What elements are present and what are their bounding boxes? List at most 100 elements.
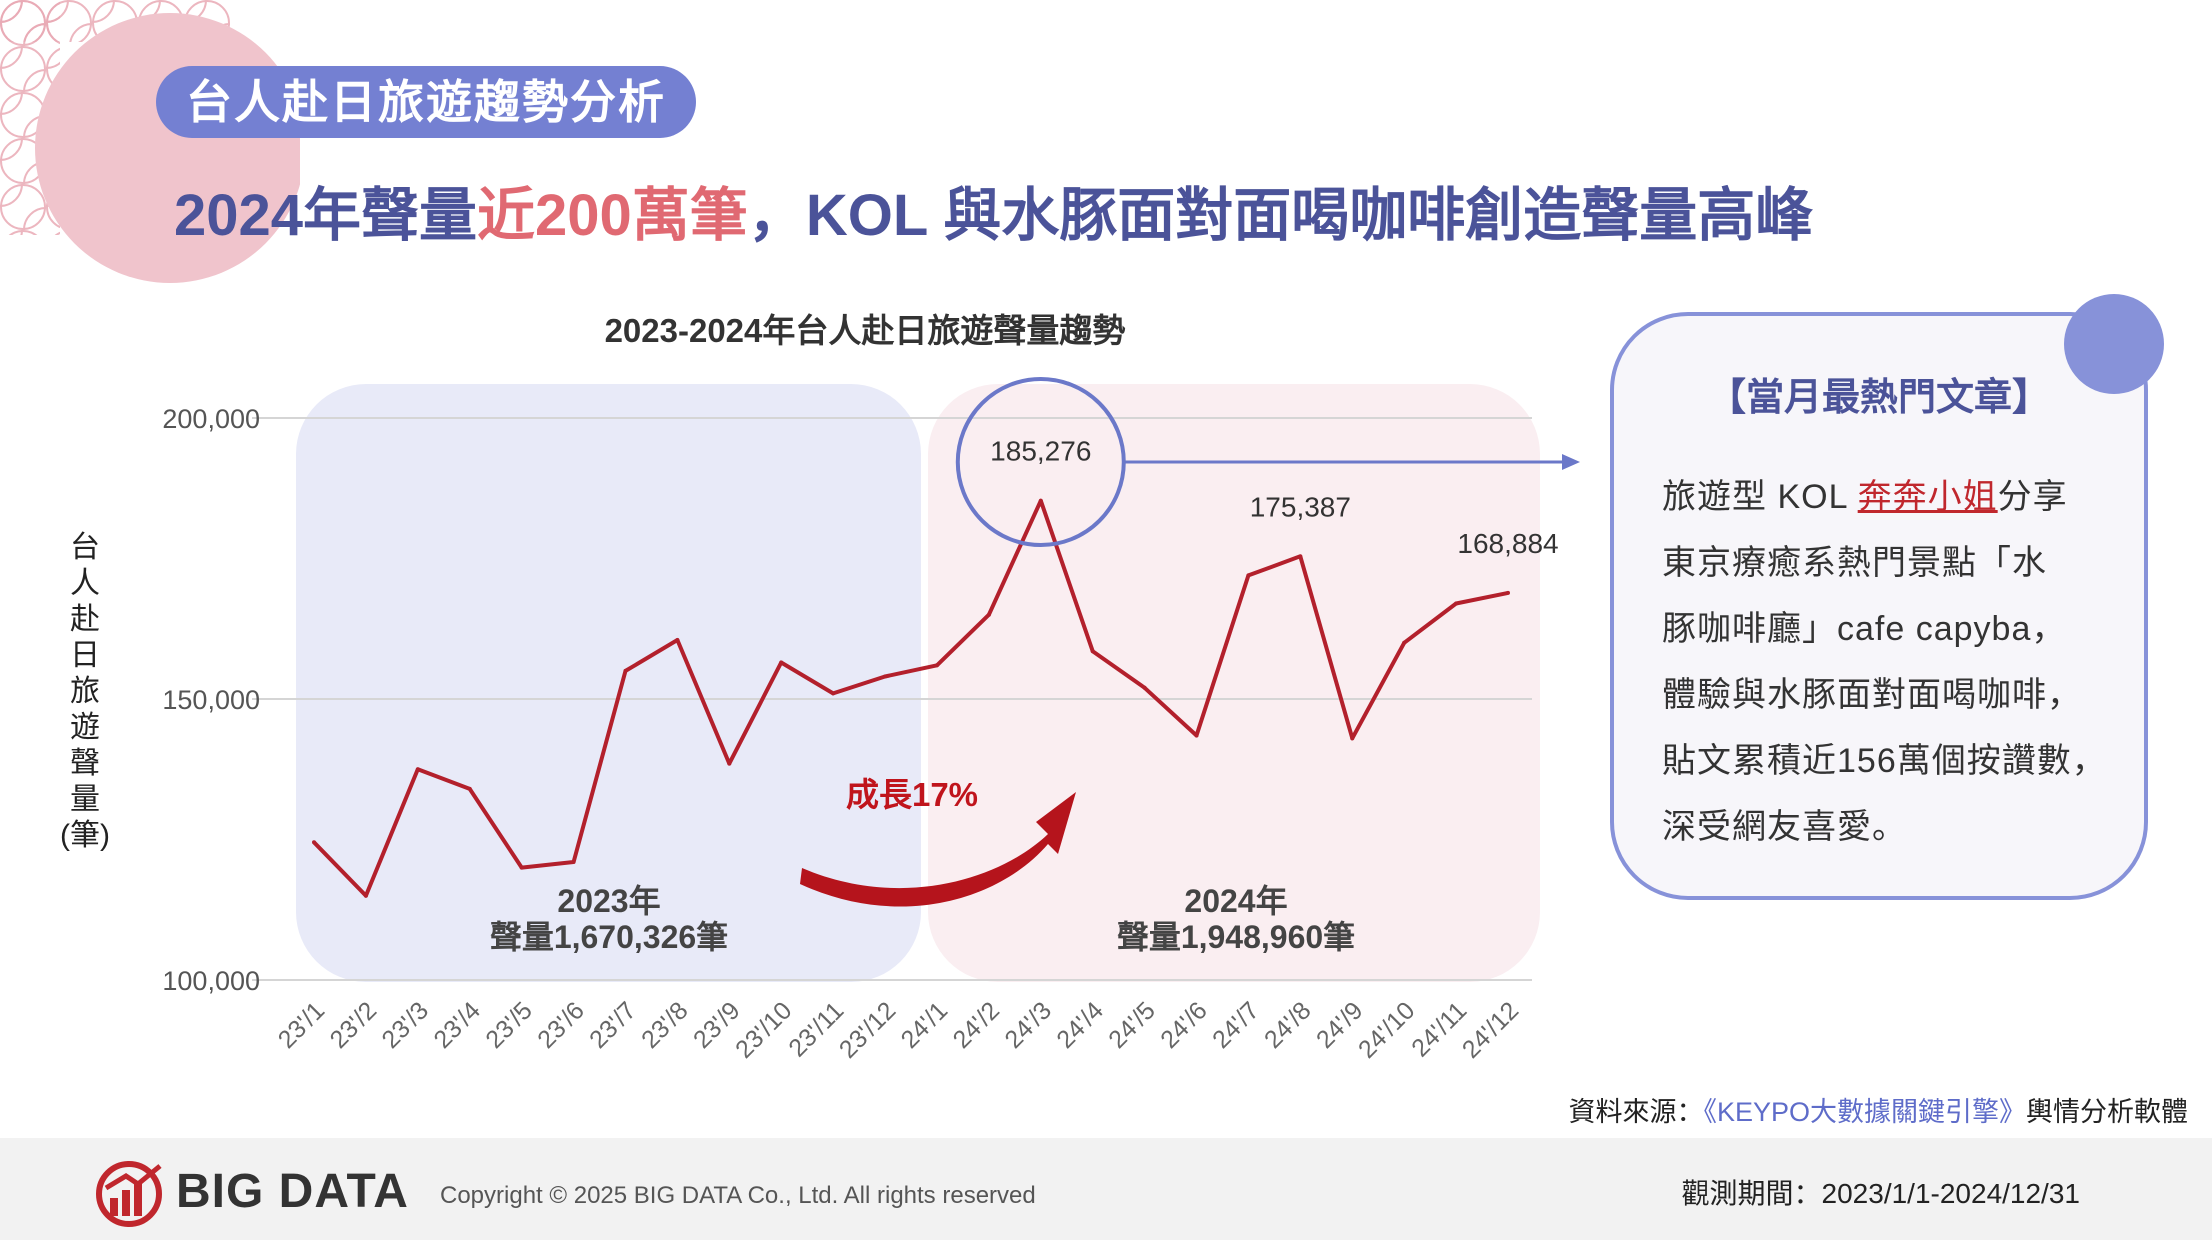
data-point	[986, 612, 991, 617]
card-line: 貼文累積近156萬個按讚數，	[1662, 742, 2107, 780]
series-line	[312, 498, 1509, 898]
data-label: 168,884	[1457, 528, 1558, 559]
data-point	[1402, 640, 1407, 645]
callout-arrowhead	[1562, 454, 1580, 470]
x-tick-label: 23'/2	[325, 996, 383, 1054]
data-point	[1454, 601, 1459, 606]
data-point	[1038, 498, 1043, 503]
data-point	[831, 691, 836, 696]
page-headline: 2024年聲量近200萬筆，KOL 與水豚面對面喝咖啡創造聲量高峰	[174, 168, 1813, 252]
y-axis-label-char: 旅	[70, 675, 100, 708]
y-axis-label-char: 台	[70, 531, 100, 564]
x-tick-label: 23'/12	[834, 996, 901, 1063]
headline-highlight: 近200萬筆	[477, 183, 748, 248]
data-point	[1298, 554, 1303, 559]
growth-label: 成長17%	[846, 776, 978, 813]
series-layer	[312, 498, 1510, 898]
data-point	[1194, 733, 1199, 738]
x-tick-label: 24'/1	[896, 996, 954, 1054]
y-tick-label: 100,000	[162, 966, 260, 996]
x-tick-label: 24'/8	[1259, 996, 1317, 1054]
x-tick-label: 23'/10	[730, 996, 797, 1063]
data-point	[519, 865, 524, 870]
brand-name: BIG DATA	[176, 1165, 409, 1218]
data-point	[415, 767, 420, 772]
card-body: 旅遊型 KOL 奔奔小姐分享 東京療癒系熱門景點「水 豚咖啡廳」cafe cap…	[1662, 464, 2122, 860]
region-2023-year: 2023年	[557, 883, 660, 919]
data-point	[623, 668, 628, 673]
observation-period: 觀測期間：2023/1/1-2024/12/31	[1681, 1178, 2080, 1209]
region-2024-total: 聲量1,948,960筆	[1117, 919, 1355, 955]
region-2024-year: 2024年	[1184, 883, 1287, 919]
card-line-text: 分享	[1997, 478, 2068, 516]
volume-trend-chart: 2023-2024年台人赴日旅遊聲量趨勢 100,000 150,000 200,0…	[162, 312, 1580, 1064]
y-axis-label-char: 赴	[70, 603, 100, 636]
data-source: 資料來源：《KEYPO大數據關鍵引擎》輿情分析軟體	[1568, 1090, 2188, 1129]
y-axis-label-char: 日	[70, 639, 100, 672]
data-point	[727, 761, 732, 766]
card-line: 旅遊型 KOL 奔奔小姐分享	[1662, 464, 2122, 530]
kol-link[interactable]: 奔奔小姐	[1857, 478, 1998, 516]
x-tick-label: 23'/6	[532, 996, 590, 1054]
data-point	[312, 840, 316, 845]
data-label: 185,276	[990, 436, 1091, 467]
data-point	[1506, 590, 1510, 595]
x-tick-label: 23'/3	[376, 996, 434, 1054]
data-point	[1246, 573, 1251, 578]
big-data-logo-icon	[96, 1161, 162, 1227]
card-dot-decoration	[2064, 294, 2164, 394]
x-tick-label: 23'/8	[636, 996, 694, 1054]
x-tick-label: 24'/10	[1353, 996, 1420, 1063]
growth-arrow	[800, 792, 1076, 907]
x-tick-label: 23'/7	[584, 996, 642, 1054]
x-tick-label: 24'/12	[1457, 996, 1524, 1063]
data-point	[1350, 736, 1355, 741]
data-label: 175,387	[1250, 491, 1351, 522]
card-line: 東京療癒系熱門景點「水	[1662, 544, 2047, 582]
card-line-text: 旅遊型 KOL	[1662, 478, 1858, 516]
y-axis-label-char: 人	[70, 567, 100, 600]
y-axis-label-char: 量	[70, 783, 100, 816]
card-line: 豚咖啡廳」cafe capyba，	[1662, 610, 2067, 648]
data-point	[571, 859, 576, 864]
x-tick-label: 23'/4	[428, 996, 486, 1054]
x-tick-label: 23'/11	[783, 996, 849, 1062]
x-tick-label: 24'/7	[1207, 996, 1265, 1054]
source-link[interactable]: 《KEYPO大數據關鍵引擎》	[1703, 1097, 2026, 1127]
source-suffix: 輿情分析軟體	[2026, 1097, 2188, 1127]
y-axis-label-char: 聲	[70, 747, 100, 780]
x-tick-label: 24'/4	[1051, 996, 1109, 1054]
x-axis-ticks: 23'/123'/223'/323'/423'/523'/623'/723'/8…	[273, 996, 1525, 1063]
hot-article-card: 【當月最熱門文章】 旅遊型 KOL 奔奔小姐分享 東京療癒系熱門景點「水 豚咖啡…	[1610, 312, 2148, 900]
y-axis-label: 台 人 赴 日 旅 遊 聲 量 (筆)	[60, 530, 110, 854]
data-point	[883, 674, 888, 679]
data-point	[363, 893, 368, 898]
data-point	[934, 663, 939, 668]
chart-grid	[252, 417, 1532, 981]
card-line: 深受網友喜愛。	[1662, 808, 1907, 846]
data-point	[1142, 685, 1147, 690]
x-tick-label: 23'/1	[273, 996, 331, 1054]
x-tick-label: 24'/5	[1103, 996, 1161, 1054]
y-tick-label: 200,000	[162, 404, 260, 434]
headline-part2: ，KOL 與水豚面對面喝咖啡創造聲量高峰	[747, 183, 1814, 248]
card-title: 【當月最熱門文章】	[1707, 377, 2050, 419]
y-axis-ticks: 100,000 150,000 200,000	[162, 404, 260, 996]
x-tick-label: 24'/2	[948, 996, 1006, 1054]
copyright: Copyright © 2025 BIG DATA Co., Ltd. All …	[440, 1182, 1036, 1209]
card-line: 體驗與水豚面對面喝咖啡，	[1662, 676, 2082, 714]
y-tick-label: 150,000	[162, 685, 260, 715]
x-tick-label: 24'/11	[1406, 996, 1472, 1062]
x-tick-label: 24'/6	[1155, 996, 1213, 1054]
section-tag: 台人赴日旅遊趨勢分析	[156, 66, 696, 138]
source-label: 資料來源：	[1568, 1097, 1704, 1127]
data-point	[467, 786, 472, 791]
x-tick-label: 23'/5	[480, 996, 538, 1054]
data-labels: 185,276 175,387 168,884	[990, 436, 1558, 559]
y-axis-label-char: (筆)	[60, 819, 110, 852]
data-point	[779, 660, 784, 665]
region-2023-total: 聲量1,670,326筆	[490, 919, 728, 955]
region-2023-background	[296, 384, 921, 982]
footer: BIG DATA Copyright © 2025 BIG DATA Co., …	[0, 1138, 2212, 1240]
chart-title: 2023-2024年台人赴日旅遊聲量趨勢	[605, 312, 1126, 349]
